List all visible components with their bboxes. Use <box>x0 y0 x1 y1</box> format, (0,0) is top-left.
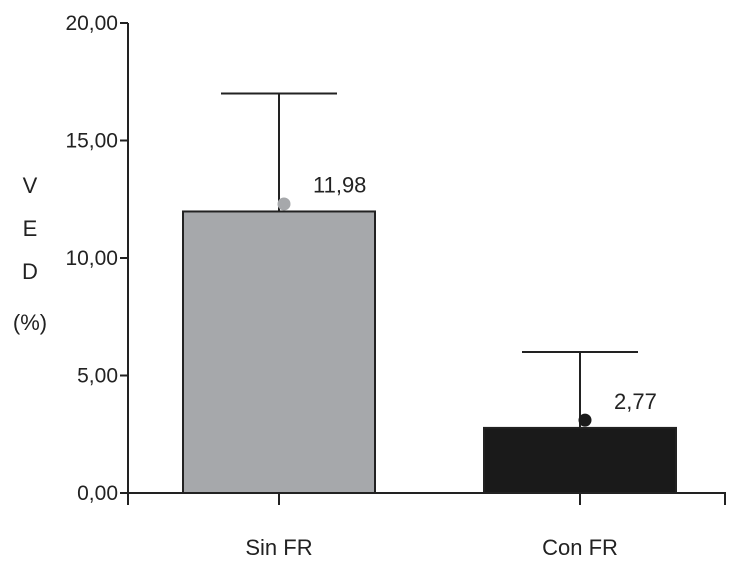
category-labels: Sin FR Con FR <box>245 535 618 560</box>
bar <box>182 210 376 494</box>
y-axis-label-line: D <box>22 259 38 284</box>
category-label: Sin FR <box>245 535 312 560</box>
y-axis-label: VED (%) <box>13 173 47 335</box>
data-point <box>578 413 592 427</box>
data-label: 11,98 <box>313 172 366 197</box>
data-point <box>277 197 291 211</box>
y-tick-label: 20,00 <box>65 12 118 35</box>
y-axis-label-line: (%) <box>13 310 47 335</box>
x-axis <box>127 492 726 505</box>
y-tick-label: 15,00 <box>65 130 118 153</box>
bars: 11,98 2,77 <box>182 92 677 494</box>
y-axis-label-line: V <box>23 173 38 198</box>
y-axis: 0,00 5,00 10,00 15,00 20,00 <box>65 12 129 505</box>
bar <box>483 426 677 494</box>
y-tick-label: 10,00 <box>65 247 118 270</box>
y-tick-label: 0,00 <box>77 482 118 505</box>
category-label: Con FR <box>542 535 618 560</box>
y-axis-label-line: E <box>23 216 38 241</box>
data-label: 2,77 <box>614 389 657 414</box>
y-tick-label: 5,00 <box>77 365 118 388</box>
